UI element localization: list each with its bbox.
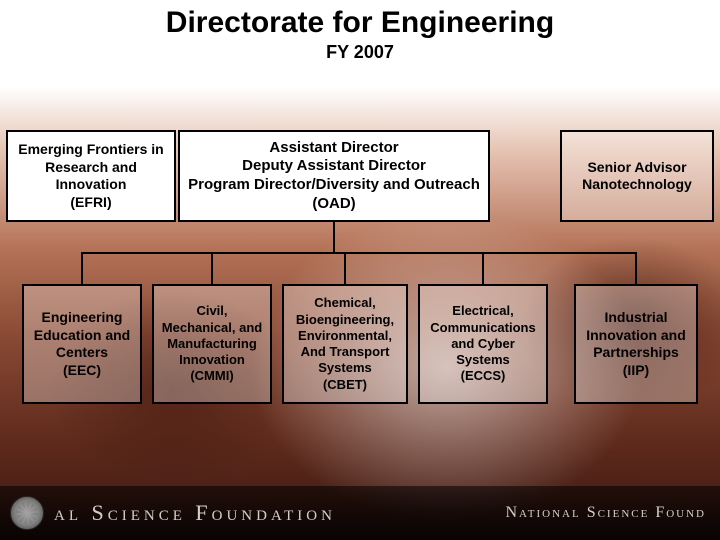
connector-bus	[82, 252, 636, 254]
org-box-bottom-2: Chemical,Bioengineering,Environmental,An…	[282, 284, 408, 404]
org-box-bottom-0: EngineeringEducation andCenters(EEC)	[22, 284, 142, 404]
footer-bar: al Science Foundation National Science F…	[0, 486, 720, 540]
footer-left-text: al Science Foundation	[54, 500, 336, 526]
slide-title: Directorate for Engineering	[0, 6, 720, 40]
slide: Directorate for Engineering FY 2007 Emer…	[0, 0, 720, 540]
connector-drop-1	[211, 252, 213, 284]
org-box-advisor: Senior AdvisorNanotechnology	[560, 130, 714, 222]
connector-stem	[333, 222, 335, 252]
slide-subtitle: FY 2007	[0, 42, 720, 63]
nsf-seal-icon	[10, 496, 44, 530]
org-box-bottom-1: Civil,Mechanical, andManufacturingInnova…	[152, 284, 272, 404]
org-box-bottom-3: Electrical,Communicationsand CyberSystem…	[418, 284, 548, 404]
org-box-bottom-4: IndustrialInnovation andPartnerships(IIP…	[574, 284, 698, 404]
connector-drop-4	[635, 252, 637, 284]
org-box-oad: Assistant DirectorDeputy Assistant Direc…	[178, 130, 490, 222]
connector-drop-2	[344, 252, 346, 284]
footer-left: al Science Foundation	[10, 496, 336, 530]
org-box-efri: Emerging Frontiers inResearch and Innova…	[6, 130, 176, 222]
title-block: Directorate for Engineering FY 2007	[0, 0, 720, 63]
footer-right-text: National Science Found	[505, 504, 706, 522]
connector-drop-0	[81, 252, 83, 284]
connector-drop-3	[482, 252, 484, 284]
